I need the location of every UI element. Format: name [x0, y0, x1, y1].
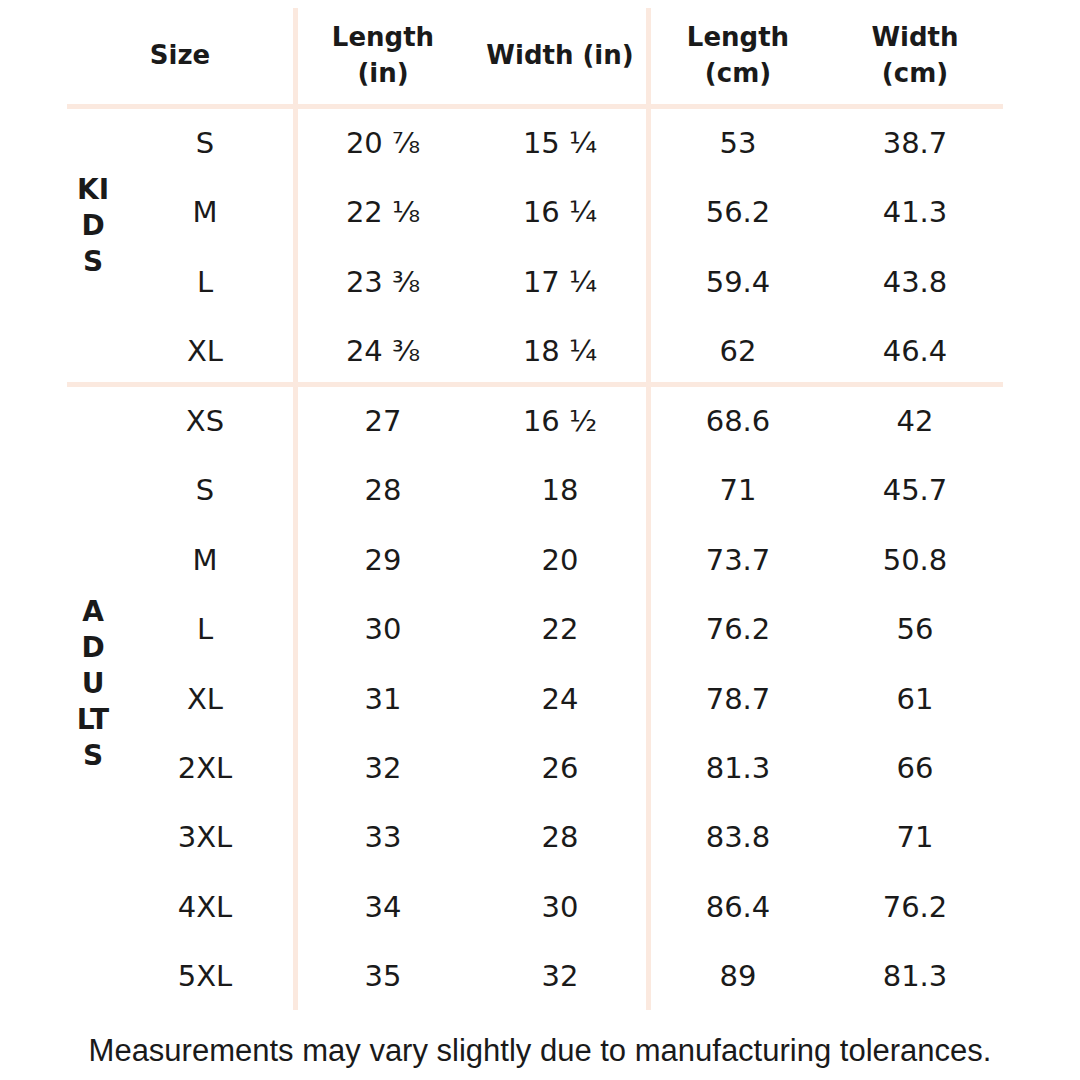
column-header-length-in: Length (in) [288, 8, 478, 102]
size-cell: M [120, 538, 290, 582]
length-in-cell: 24 ⅜ [298, 329, 468, 373]
size-cell: XL [120, 329, 290, 373]
table-row: M22 ⅛16 ¼56.241.3 [0, 190, 1080, 234]
width-in-cell: 32 [475, 954, 645, 998]
length-cm-cell: 81.3 [653, 746, 823, 790]
column-header-size: Size [85, 8, 275, 102]
size-cell: XL [120, 677, 290, 721]
table-row: XS2716 ½68.642 [0, 399, 1080, 443]
width-cm-cell: 50.8 [830, 538, 1000, 582]
length-in-cell: 27 [298, 399, 468, 443]
size-cell: 2XL [120, 746, 290, 790]
length-cm-cell: 76.2 [653, 607, 823, 651]
length-cm-cell: 59.4 [653, 260, 823, 304]
table-header-divider [67, 104, 1003, 109]
width-cm-cell: 38.7 [830, 121, 1000, 165]
length-in-cell: 22 ⅛ [298, 190, 468, 234]
width-in-cell: 20 [475, 538, 645, 582]
length-cm-cell: 86.4 [653, 885, 823, 929]
length-in-cell: 34 [298, 885, 468, 929]
length-cm-cell: 83.8 [653, 815, 823, 859]
width-cm-cell: 66 [830, 746, 1000, 790]
width-cm-cell: 41.3 [830, 190, 1000, 234]
width-cm-cell: 46.4 [830, 329, 1000, 373]
length-in-cell: 20 ⅞ [298, 121, 468, 165]
width-in-cell: 17 ¼ [475, 260, 645, 304]
length-in-cell: 23 ⅜ [298, 260, 468, 304]
width-in-cell: 15 ¼ [475, 121, 645, 165]
table-row: 3XL332883.871 [0, 815, 1080, 859]
table-row: XL312478.761 [0, 677, 1080, 721]
length-cm-cell: 78.7 [653, 677, 823, 721]
length-in-cell: 30 [298, 607, 468, 651]
width-in-cell: 28 [475, 815, 645, 859]
table-row: 2XL322681.366 [0, 746, 1080, 790]
length-in-cell: 33 [298, 815, 468, 859]
size-cell: L [120, 260, 290, 304]
table-row: 4XL343086.476.2 [0, 885, 1080, 929]
table-row: S28187145.7 [0, 468, 1080, 512]
size-cell: 4XL [120, 885, 290, 929]
column-header-width-in: Width (in) [465, 8, 655, 102]
column-header-length-cm: Length (cm) [643, 8, 833, 102]
table-row: M292073.750.8 [0, 538, 1080, 582]
width-in-cell: 18 [475, 468, 645, 512]
length-in-cell: 31 [298, 677, 468, 721]
size-chart-page: Size Length (in) Width (in) Length (cm) … [0, 0, 1080, 1080]
length-cm-cell: 71 [653, 468, 823, 512]
length-in-cell: 28 [298, 468, 468, 512]
width-cm-cell: 42 [830, 399, 1000, 443]
width-cm-cell: 61 [830, 677, 1000, 721]
length-cm-cell: 62 [653, 329, 823, 373]
width-in-cell: 24 [475, 677, 645, 721]
width-cm-cell: 81.3 [830, 954, 1000, 998]
width-in-cell: 16 ½ [475, 399, 645, 443]
size-cell: XS [120, 399, 290, 443]
width-in-cell: 16 ¼ [475, 190, 645, 234]
size-cell: M [120, 190, 290, 234]
table-row: L302276.256 [0, 607, 1080, 651]
table-row: 5XL35328981.3 [0, 954, 1080, 998]
length-cm-cell: 53 [653, 121, 823, 165]
length-cm-cell: 89 [653, 954, 823, 998]
table-row: S20 ⅞15 ¼5338.7 [0, 121, 1080, 165]
size-cell: S [120, 468, 290, 512]
width-cm-cell: 43.8 [830, 260, 1000, 304]
size-cell: L [120, 607, 290, 651]
size-cell: 3XL [120, 815, 290, 859]
table-row: XL24 ⅜18 ¼6246.4 [0, 329, 1080, 373]
length-in-cell: 29 [298, 538, 468, 582]
width-cm-cell: 45.7 [830, 468, 1000, 512]
size-cell: 5XL [120, 954, 290, 998]
width-in-cell: 26 [475, 746, 645, 790]
width-cm-cell: 76.2 [830, 885, 1000, 929]
width-cm-cell: 71 [830, 815, 1000, 859]
width-in-cell: 22 [475, 607, 645, 651]
length-cm-cell: 56.2 [653, 190, 823, 234]
width-cm-cell: 56 [830, 607, 1000, 651]
width-in-cell: 30 [475, 885, 645, 929]
table-row: L23 ⅜17 ¼59.443.8 [0, 260, 1080, 304]
length-in-cell: 32 [298, 746, 468, 790]
length-cm-cell: 73.7 [653, 538, 823, 582]
size-cell: S [120, 121, 290, 165]
column-header-width-cm: Width (cm) [820, 8, 1010, 102]
width-in-cell: 18 ¼ [475, 329, 645, 373]
length-in-cell: 35 [298, 954, 468, 998]
table-section-divider [67, 382, 1003, 387]
length-cm-cell: 68.6 [653, 399, 823, 443]
tolerance-note: Measurements may vary slightly due to ma… [0, 1032, 1080, 1070]
